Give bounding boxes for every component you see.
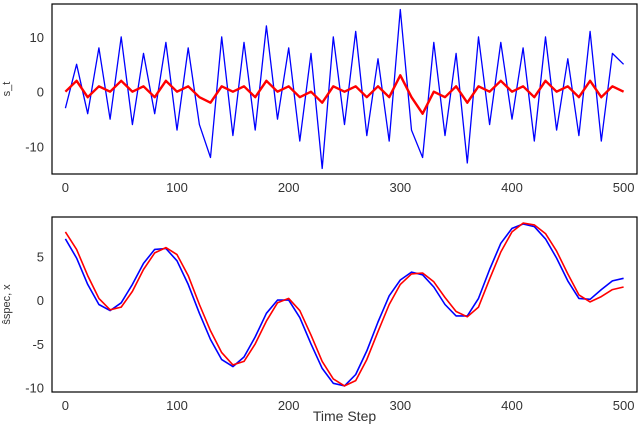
x-tick-label: 400 [501, 398, 523, 413]
y-tick-label: 0 [37, 85, 44, 100]
bottom-plot-frame [51, 216, 638, 393]
bottom-subplot: 0 100 200 300 400 500 -10 -5 0 5 ŝspec, x Time St… [1, 216, 638, 424]
y-tick-label: -10 [25, 140, 44, 155]
bottom-x-axis-label: Time Step [313, 408, 376, 424]
top-series-2-line [64, 74, 625, 115]
y-tick-label: 5 [37, 249, 44, 264]
x-tick-label: 100 [166, 180, 188, 195]
bottom-plot-ticks: 0 100 200 300 400 500 -10 -5 0 5 [25, 249, 634, 413]
x-tick-label: 500 [613, 398, 635, 413]
y-tick-label: -10 [25, 381, 44, 396]
top-subplot: 0 100 200 300 400 500 -10 0 10 s_t [1, 3, 638, 195]
x-tick-label: 200 [278, 180, 300, 195]
y-tick-label: -5 [32, 337, 44, 352]
bottom-y-axis-label: ŝspec, x [1, 284, 13, 325]
x-tick-label: 500 [613, 180, 635, 195]
x-tick-label: 200 [278, 398, 300, 413]
x-tick-label: 300 [389, 180, 411, 195]
x-tick-label: 400 [501, 180, 523, 195]
x-tick-label: 100 [166, 398, 188, 413]
x-tick-label: 0 [62, 180, 69, 195]
bottom-series-2-line [64, 222, 624, 387]
x-tick-label: 0 [62, 398, 69, 413]
top-plot-lines [64, 8, 625, 170]
bottom-plot-lines [64, 222, 624, 387]
x-tick-label: 300 [389, 398, 411, 413]
y-tick-label: 0 [37, 293, 44, 308]
y-tick-label: 10 [30, 30, 44, 45]
bottom-series-1-line [64, 223, 624, 387]
top-plot-ticks: 0 100 200 300 400 500 -10 0 10 [25, 30, 634, 195]
top-plot-frame [51, 3, 638, 175]
top-y-axis-label: s_t [1, 82, 13, 97]
